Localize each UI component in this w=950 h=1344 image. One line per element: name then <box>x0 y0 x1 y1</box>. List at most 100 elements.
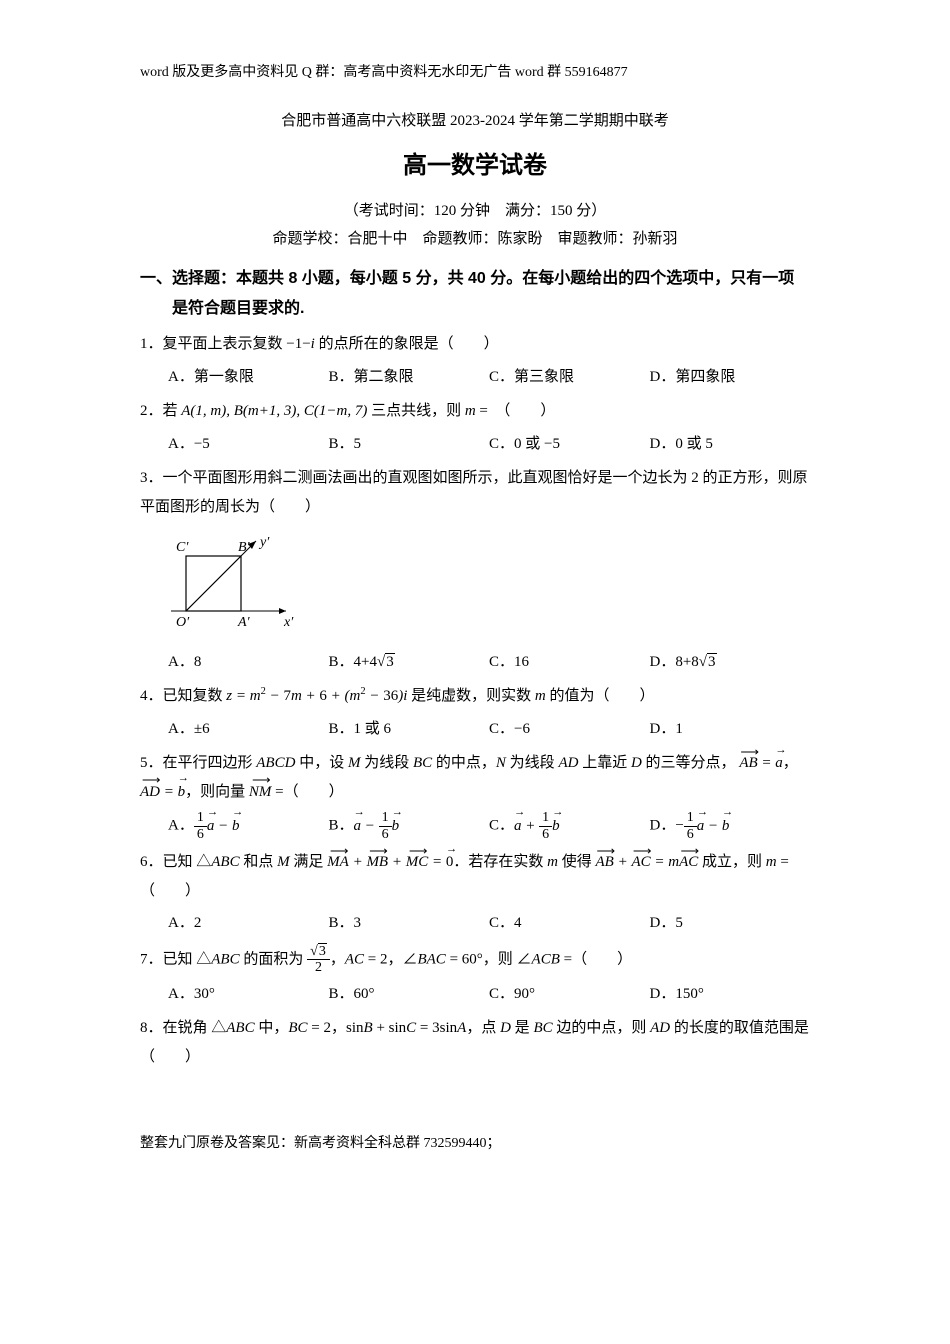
question-1: 1．复平面上表示复数 −1−i 的点所在的象限是（ ） <box>140 330 810 359</box>
q4-opt-d: D．1 <box>650 715 811 744</box>
q8-d: D <box>500 1020 511 1036</box>
question-2: 2．若 A(1, m), B(m+1, 3), C(1−m, 7) 三点共线，则… <box>140 397 810 426</box>
q3-opt-d: D．8+83 <box>650 648 811 677</box>
svg-text:A′: A′ <box>237 615 251 630</box>
q6-opt-c: C．4 <box>489 909 650 938</box>
q6-t2: 和点 <box>240 854 278 870</box>
q2-opt-b: B．5 <box>329 430 490 459</box>
svg-text:B′: B′ <box>238 540 251 555</box>
q6-t6: 成立，则 <box>698 854 766 870</box>
q7-opt-b: B．60° <box>329 980 490 1009</box>
q5-t8: ，则向量 <box>185 784 249 800</box>
q3-opt-a: A．8 <box>168 648 329 677</box>
q2-opt-d: D．0 或 5 <box>650 430 811 459</box>
staff-line: 命题学校：合肥十中 命题教师：陈家盼 审题教师：孙新羽 <box>140 225 810 254</box>
q6-opt-a: A．2 <box>168 909 329 938</box>
q4-opt-b: B．1 或 6 <box>329 715 490 744</box>
question-7: 7．已知 △ABC 的面积为 32，AC = 2，∠BAC = 60°，则 ∠A… <box>140 944 810 976</box>
q8-t2: 中， <box>255 1020 289 1036</box>
q1-text-b: 的点所在的象限是（ ） <box>315 336 499 352</box>
q7-t5: = 60°，则 ∠ <box>446 951 532 967</box>
q6-t4: ．若存在实数 <box>453 854 547 870</box>
q2-suffix: 三点共线，则 <box>367 403 465 419</box>
q4-opt-c: C．−6 <box>489 715 650 744</box>
svg-text:O′: O′ <box>176 615 190 630</box>
q5-t3: 为线段 <box>360 755 413 771</box>
q8-ad: AD <box>650 1020 670 1036</box>
q3-opt-b: B．4+43 <box>329 648 490 677</box>
q3-opt-c: C．16 <box>489 648 650 677</box>
q1-options: A．第一象限 B．第二象限 C．第三象限 D．第四象限 <box>168 363 810 392</box>
q1-opt-d: D．第四象限 <box>650 363 811 392</box>
q2-opt-c: C．0 或 −5 <box>489 430 650 459</box>
q8-a: A <box>457 1020 466 1036</box>
q7-opt-c: C．90° <box>489 980 650 1009</box>
q2-opt-a: A．−5 <box>168 430 329 459</box>
q2-prefix: 2．若 <box>140 403 181 419</box>
q8-t7: 是 <box>511 1020 534 1036</box>
q7-t2: 的面积为 <box>240 951 308 967</box>
q5-opt-c: C．a + 16b <box>489 810 650 842</box>
q5-t9: =（ ） <box>271 784 343 800</box>
q7-t6: =（ ） <box>560 951 632 967</box>
q5-t4: 的中点， <box>432 755 496 771</box>
q4-prefix: 4．已知复数 <box>140 688 226 704</box>
q3-diagram: C′ B′ y′ O′ A′ x′ <box>166 531 810 642</box>
section-1-heading: 一、选择题：本题共 8 小题，每小题 5 分，共 40 分。在每小题给出的四个选… <box>140 264 810 325</box>
q8-b: B <box>364 1020 373 1036</box>
q5-m: M <box>348 755 361 771</box>
q1-text-a: 1．复平面上表示复数 −1− <box>140 336 311 352</box>
q8-bc2: BC <box>533 1020 552 1036</box>
q8-t3: = 2，sin <box>308 1020 364 1036</box>
q7-opt-d: D．150° <box>650 980 811 1009</box>
q8-t6: ，点 <box>466 1020 500 1036</box>
q5-d: D <box>631 755 642 771</box>
q7-opt-a: A．30° <box>168 980 329 1009</box>
q5-t7: 的三等分点， <box>642 755 736 771</box>
q5-t2: 中，设 <box>295 755 348 771</box>
q6-t1: 6．已知 △ <box>140 854 211 870</box>
q7-abc: ABC <box>211 951 239 967</box>
q6-opt-b: B．3 <box>329 909 490 938</box>
q1-opt-a: A．第一象限 <box>168 363 329 392</box>
question-6: 6．已知 △ABC 和点 M 满足 MA + MB + MC = 0．若存在实数… <box>140 848 810 905</box>
q2-points: A(1, m), B(m+1, 3), C(1−m, 7) <box>181 403 367 419</box>
q5-ad: AD <box>558 755 578 771</box>
q7-options: A．30° B．60° C．90° D．150° <box>168 980 810 1009</box>
q1-opt-b: B．第二象限 <box>329 363 490 392</box>
q3-options: A．8 B．4+43 C．16 D．8+83 <box>168 648 810 677</box>
q5-opt-b: B．a − 16b <box>329 810 490 842</box>
svg-text:C′: C′ <box>176 540 189 555</box>
question-8: 8．在锐角 △ABC 中，BC = 2，sinB + sinC = 3sinA，… <box>140 1014 810 1071</box>
q5-n: N <box>496 755 506 771</box>
q6-options: A．2 B．3 C．4 D．5 <box>168 909 810 938</box>
q5-bc: BC <box>413 755 432 771</box>
q8-c: C <box>406 1020 416 1036</box>
svg-text:y′: y′ <box>258 535 270 550</box>
q8-t8: 边的中点，则 <box>553 1020 651 1036</box>
page: word 版及更多高中资料见 Q 群：高考高中资料无水印无广告 word 群 5… <box>0 0 950 1198</box>
q6-abc: ABC <box>211 854 239 870</box>
q6-m: M <box>277 854 290 870</box>
q5-options: A．16a − b B．a − 16b C．a + 16b D．−16a − b <box>168 810 810 842</box>
q4-opt-a: A．±6 <box>168 715 329 744</box>
q6-opt-d: D．5 <box>650 909 811 938</box>
q6-mvar: m <box>547 854 558 870</box>
q5-opt-d: D．−16a − b <box>650 810 811 842</box>
exam-info: （考试时间：120 分钟 满分：150 分） <box>140 197 810 226</box>
q8-t1: 8．在锐角 △ <box>140 1020 226 1036</box>
svg-text:x′: x′ <box>283 615 294 630</box>
q7-t1: 7．已知 △ <box>140 951 211 967</box>
q4-options: A．±6 B．1 或 6 C．−6 D．1 <box>168 715 810 744</box>
q5-t5: 为线段 <box>506 755 559 771</box>
q6-t3: 满足 <box>290 854 328 870</box>
q5-t6: 上靠近 <box>578 755 631 771</box>
question-4: 4．已知复数 z = m2 − 7m + 6 + (m2 − 36)i 是纯虚数… <box>140 682 810 711</box>
q6-t5: 使得 <box>558 854 596 870</box>
footer-note: 整套九门原卷及答案见：新高考资料全科总群 732599440； <box>140 1131 810 1158</box>
q7-acb: ACB <box>532 951 560 967</box>
q4-mid: 是纯虚数，则实数 <box>407 688 535 704</box>
q2-end: = （ ） <box>476 403 556 419</box>
question-3: 3．一个平面图形用斜二测画法画出的直观图如图所示，此直观图恰好是一个边长为 2 … <box>140 464 810 521</box>
q7-bac: BAC <box>417 951 445 967</box>
